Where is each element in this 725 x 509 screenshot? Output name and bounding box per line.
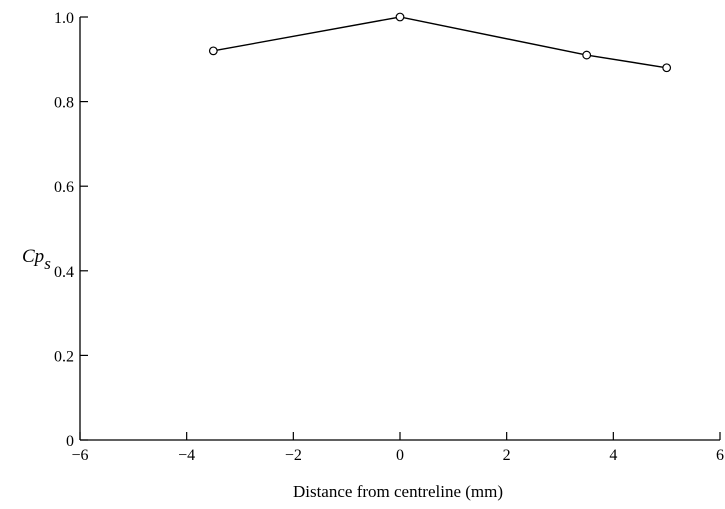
series-line <box>213 16 667 69</box>
y-tick-label: 0 <box>66 433 74 450</box>
y-tick-label: 0.6 <box>54 179 74 196</box>
x-tick-label: −6 <box>71 447 88 464</box>
y-tick-label: 0.4 <box>54 264 74 281</box>
x-ticks: −6 −4 −2 0 2 4 6 <box>71 432 724 464</box>
x-tick-label: −4 <box>178 447 195 464</box>
y-tick-label: 1.0 <box>54 10 74 27</box>
series-layer <box>208 12 672 73</box>
x-tick-label: −2 <box>285 447 302 464</box>
y-ticks: 0 0.2 0.4 0.6 0.8 1.0 <box>54 10 88 450</box>
x-tick-label: 2 <box>503 447 511 464</box>
data-point <box>395 12 405 22</box>
x-tick-label: 6 <box>716 447 724 464</box>
data-point <box>582 50 592 60</box>
x-tick-label: 4 <box>609 447 617 464</box>
data-point <box>662 63 672 73</box>
x-tick-label: 0 <box>396 447 404 464</box>
y-tick-label: 0.2 <box>54 348 74 365</box>
y-axis-label: Cps <box>22 246 51 273</box>
data-point <box>208 46 218 56</box>
y-axis-label-subscript: s <box>44 254 51 273</box>
y-axis-label-main: Cp <box>22 246 44 267</box>
x-axis-label: Distance from centreline (mm) <box>293 482 503 501</box>
y-tick-label: 0.8 <box>54 95 74 112</box>
